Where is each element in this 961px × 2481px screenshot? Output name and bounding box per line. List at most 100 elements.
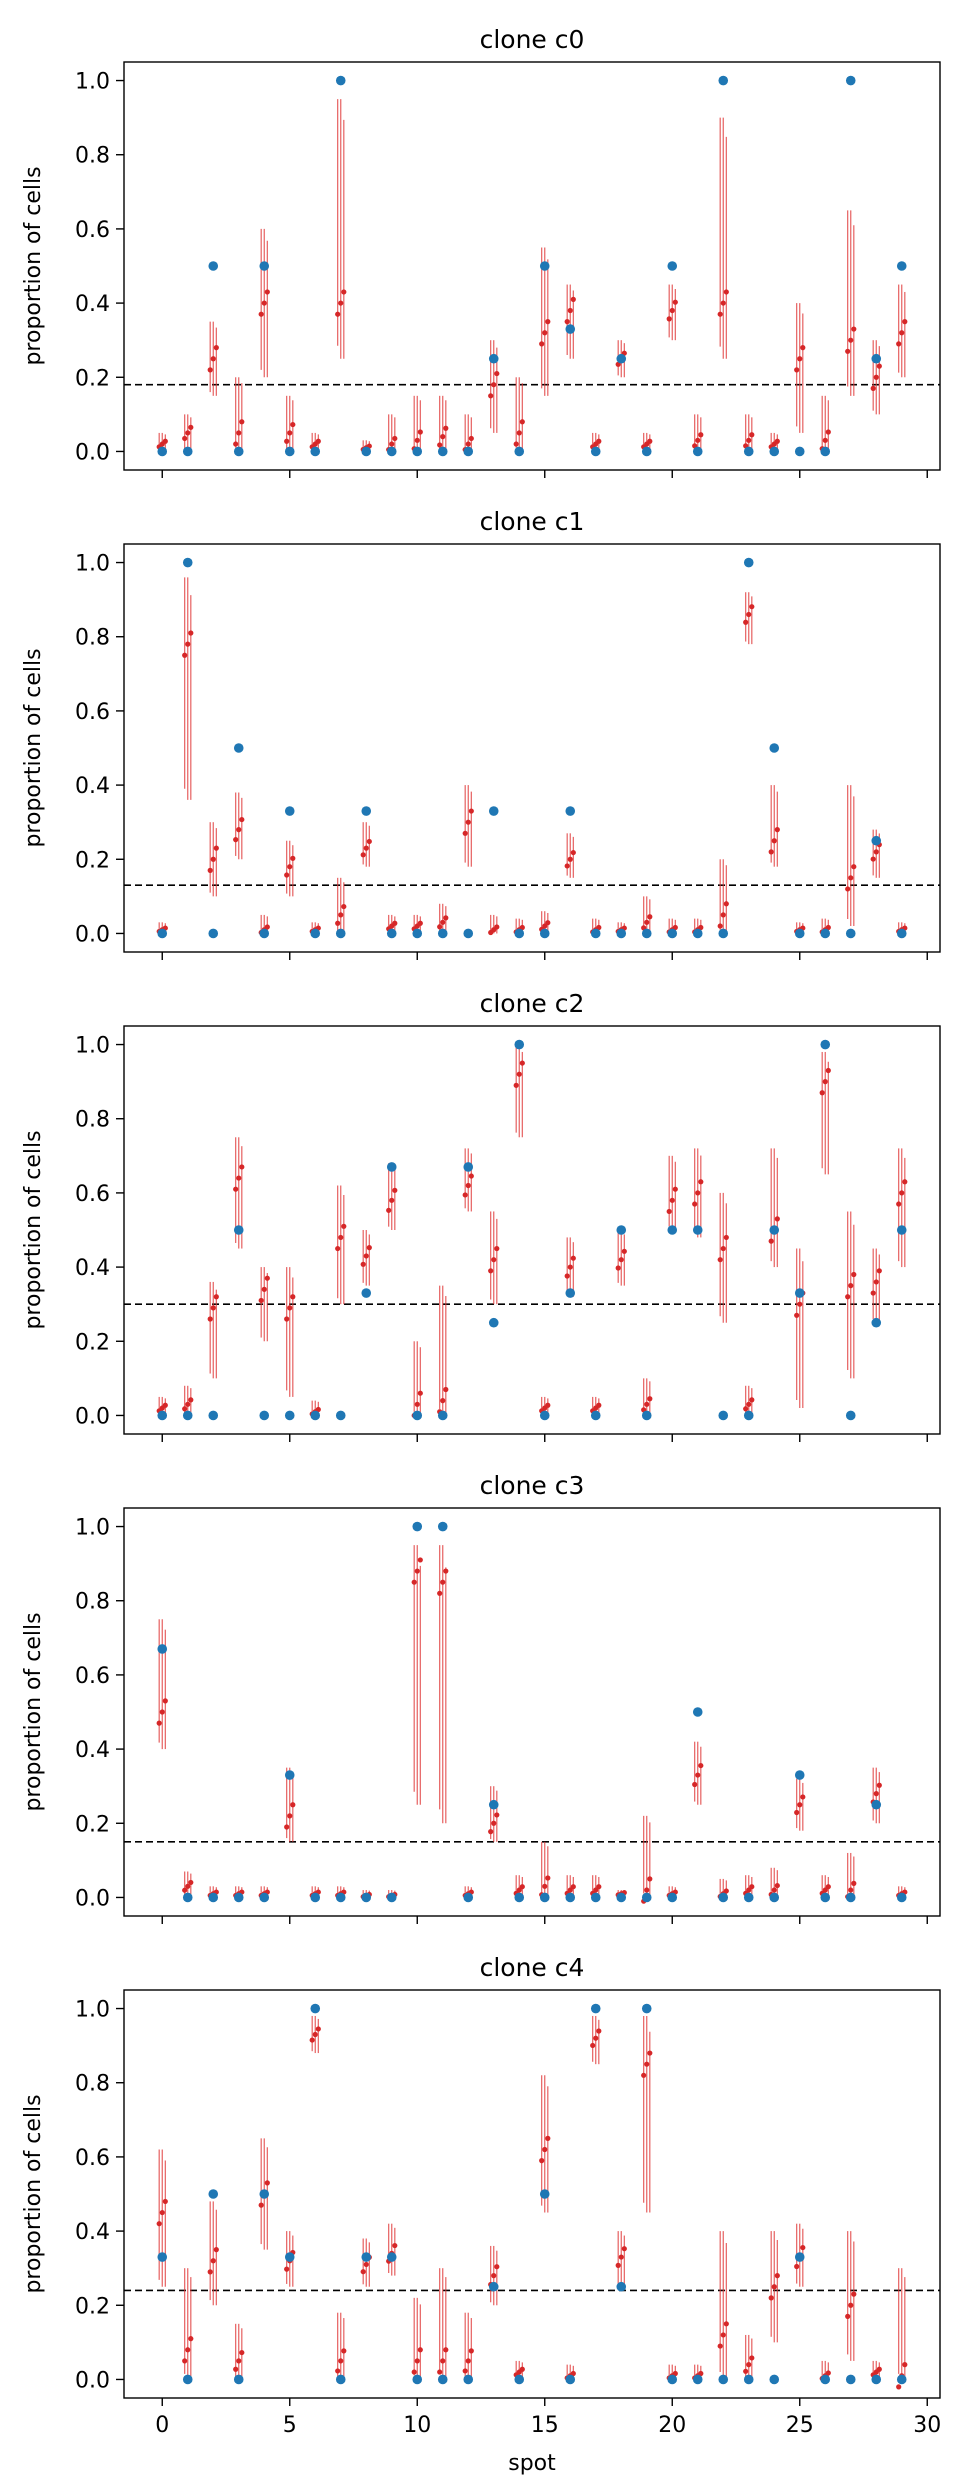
- estimate-point: [749, 2355, 755, 2361]
- estimate-point: [768, 1238, 774, 1244]
- true-value-point: [692, 2374, 703, 2385]
- estimate-point: [185, 1883, 191, 1889]
- estimate-point: [567, 1887, 573, 1893]
- estimate-point: [188, 630, 194, 636]
- true-value-point: [488, 2281, 499, 2292]
- estimate-point: [363, 1253, 369, 1259]
- estimate-point: [717, 923, 723, 929]
- estimate-point: [360, 1261, 366, 1267]
- true-value-point: [437, 2374, 448, 2385]
- estimate-point: [564, 1273, 570, 1279]
- estimate-point: [213, 345, 219, 351]
- estimate-point: [290, 1802, 296, 1808]
- estimate-point: [647, 1876, 653, 1882]
- estimate-point: [771, 838, 777, 844]
- estimate-point: [873, 1279, 879, 1285]
- estimate-point: [491, 1820, 497, 1826]
- true-value-point: [310, 1892, 321, 1903]
- estimate-point: [338, 912, 344, 918]
- estimate-point: [746, 611, 752, 618]
- estimate-point: [462, 1192, 468, 1198]
- estimate-point: [596, 438, 602, 444]
- estimate-point: [590, 2042, 596, 2049]
- true-value-point: [667, 928, 678, 939]
- estimate-point: [338, 2358, 344, 2364]
- estimate-point: [851, 864, 857, 870]
- true-value-point: [718, 2374, 729, 2385]
- estimate-point: [666, 316, 672, 322]
- estimate-point: [341, 1223, 347, 1229]
- true-value-point: [233, 446, 244, 457]
- estimate-point: [570, 849, 576, 856]
- x-tick-label: 15: [531, 2413, 559, 2438]
- estimate-point: [539, 2158, 545, 2164]
- true-value-point: [488, 353, 499, 364]
- estimate-point: [876, 363, 882, 369]
- estimate-point: [185, 430, 191, 436]
- estimate-point: [794, 2263, 800, 2270]
- estimate-point: [542, 2146, 548, 2153]
- panel-4: clone c4 0.0 0.2 0.4 0.6 0.8 1.0 0 5 10 15 20 25 30 pr…: [21, 1953, 941, 2438]
- estimate-point: [284, 2266, 290, 2272]
- estimate-point: [233, 837, 239, 843]
- estimate-point: [261, 300, 267, 306]
- true-value-point: [208, 928, 219, 939]
- true-value-point: [667, 2374, 678, 2385]
- true-value-point: [488, 806, 499, 816]
- y-tick-label: 0.4: [75, 774, 110, 799]
- estimate-point: [264, 924, 270, 930]
- estimate-point: [851, 2291, 857, 2297]
- x-tick-label: 20: [658, 2413, 686, 2438]
- true-value-point: [845, 1410, 856, 1421]
- estimate-point: [239, 2349, 245, 2356]
- estimate-point: [182, 1406, 188, 1412]
- true-value-point: [616, 928, 627, 939]
- x-axis-label: spot: [508, 2451, 556, 2476]
- estimate-point: [899, 1190, 905, 1196]
- true-value-point: [896, 928, 907, 939]
- true-value-point: [386, 2252, 397, 2262]
- estimate-point: [669, 307, 675, 314]
- estimate-point: [545, 920, 551, 926]
- true-value-point: [310, 446, 321, 457]
- estimate-point: [465, 441, 471, 447]
- true-value-point: [565, 2374, 576, 2385]
- y-tick-label: 0.8: [75, 626, 110, 651]
- true-value-point: [743, 446, 754, 457]
- estimate-point: [264, 2180, 270, 2186]
- estimate-point: [491, 382, 497, 388]
- estimate-point: [341, 903, 347, 910]
- true-value-point: [616, 1892, 627, 1903]
- true-value-point: [157, 446, 168, 457]
- estimate-point: [465, 2358, 471, 2364]
- estimate-point: [414, 1401, 420, 1407]
- estimate-point: [800, 345, 806, 351]
- estimate-point: [287, 430, 293, 436]
- estimate-point: [213, 2247, 219, 2253]
- estimate-point: [825, 2370, 831, 2376]
- estimate-point: [848, 875, 854, 881]
- true-value-point: [412, 2374, 423, 2385]
- estimate-point: [545, 1402, 551, 1408]
- true-value-point: [794, 1770, 805, 1780]
- estimate-point: [848, 2302, 854, 2308]
- true-value-point: [769, 446, 780, 457]
- estimate-point: [644, 919, 650, 925]
- estimate-point: [188, 1879, 194, 1886]
- estimate-point: [723, 289, 729, 295]
- true-value-point: [182, 1892, 193, 1903]
- estimate-point: [848, 1887, 854, 1893]
- estimate-point: [207, 1316, 213, 1322]
- estimate-point: [621, 1248, 627, 1254]
- estimate-point: [516, 430, 522, 436]
- estimate-point: [774, 1882, 780, 1889]
- estimate-point: [465, 819, 471, 825]
- estimate-point: [468, 808, 474, 814]
- estimate-point: [516, 1887, 522, 1893]
- estimate-point: [596, 1884, 602, 1890]
- estimate-point: [746, 2362, 752, 2368]
- estimate-point: [692, 1781, 698, 1788]
- estimate-point: [287, 1305, 293, 1311]
- true-value-point: [386, 1162, 397, 1172]
